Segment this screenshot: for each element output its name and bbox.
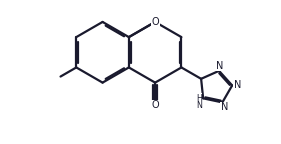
Text: O: O	[151, 100, 159, 110]
Text: O: O	[151, 17, 159, 27]
Text: N: N	[221, 102, 228, 112]
Text: N: N	[216, 60, 224, 71]
Text: N: N	[234, 80, 241, 90]
Text: H
N: H N	[196, 93, 202, 110]
